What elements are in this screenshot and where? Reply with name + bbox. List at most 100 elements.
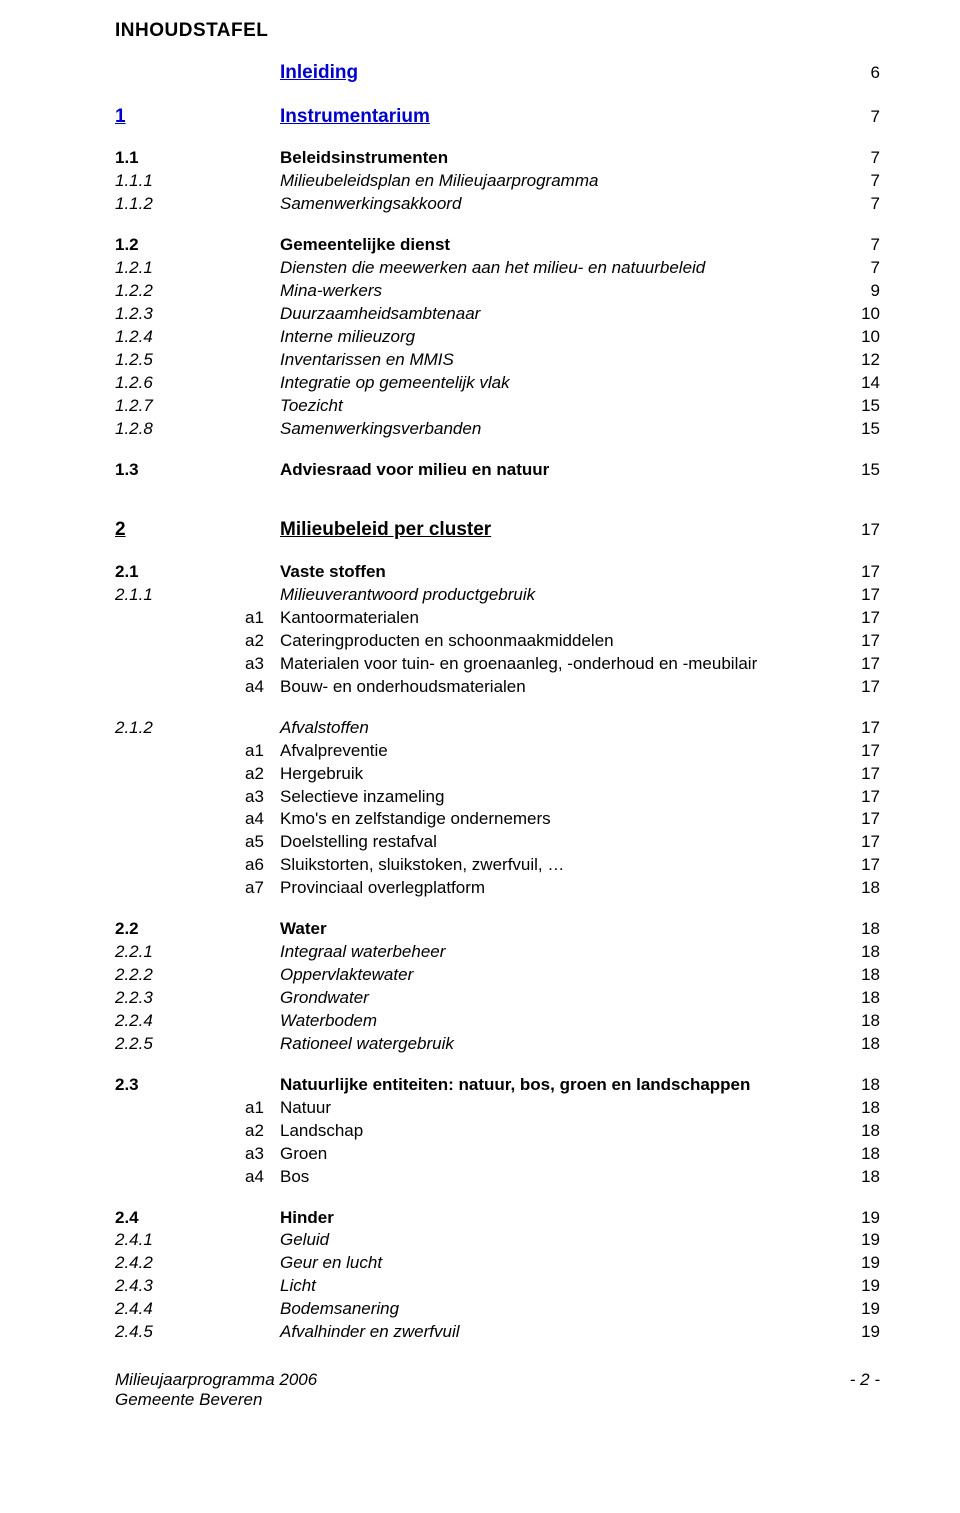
toc-subletter: a3 <box>245 1143 280 1166</box>
toc-number: 1.2.7 <box>115 395 245 418</box>
toc-number: 1.1.2 <box>115 193 245 216</box>
toc-page: 17 <box>830 607 880 630</box>
toc-number: 1.1.1 <box>115 170 245 193</box>
toc-row: a3Groen18 <box>115 1143 880 1166</box>
gap <box>115 699 880 717</box>
footer-pagenum: - 2 - <box>820 1370 880 1410</box>
toc-page: 7 <box>830 234 880 257</box>
toc-row: 2.4.4Bodemsanering19 <box>115 1298 880 1321</box>
toc-row: 2.2.5Rationeel watergebruik18 <box>115 1033 880 1056</box>
toc-page: 18 <box>830 1143 880 1166</box>
toc-label: Milieubeleidsplan en Milieujaarprogramma <box>280 170 830 193</box>
toc-page: 17 <box>830 561 880 584</box>
toc-label: Geluid <box>280 1229 830 1252</box>
gap <box>115 129 880 147</box>
toc-number: 2.2 <box>115 918 245 941</box>
toc-row: 1.2.5Inventarissen en MMIS12 <box>115 349 880 372</box>
toc-page: 6 <box>830 62 880 85</box>
toc-page: 7 <box>830 147 880 170</box>
toc-row: a6Sluikstorten, sluikstoken, zwerfvuil, … <box>115 854 880 877</box>
toc-number: 1.2.5 <box>115 349 245 372</box>
toc-page: 19 <box>830 1275 880 1298</box>
toc-row: 1.1Beleidsinstrumenten7 <box>115 147 880 170</box>
toc-label: Inventarissen en MMIS <box>280 349 830 372</box>
toc-label: Natuur <box>280 1097 830 1120</box>
gap <box>115 216 880 234</box>
toc-subletter: a2 <box>245 763 280 786</box>
toc-page: 19 <box>830 1207 880 1230</box>
document-page: INHOUDSTAFEL Inleiding61Instrumentarium7… <box>0 0 960 1450</box>
toc-page: 14 <box>830 372 880 395</box>
toc-label: Afvalpreventie <box>280 740 830 763</box>
toc-page: 7 <box>830 257 880 280</box>
toc-number: 2.2.5 <box>115 1033 245 1056</box>
footer-line1: Milieujaarprogramma 2006 <box>115 1370 820 1390</box>
toc-row: a4Bos18 <box>115 1166 880 1189</box>
table-of-contents: Inleiding61Instrumentarium71.1Beleidsins… <box>115 60 880 1344</box>
toc-page: 15 <box>830 459 880 482</box>
toc-subletter: a2 <box>245 1120 280 1143</box>
toc-number: 2.1.2 <box>115 717 245 740</box>
toc-number: 1.2 <box>115 234 245 257</box>
toc-heading: 2Milieubeleid per cluster17 <box>115 517 880 543</box>
toc-subletter: a1 <box>245 607 280 630</box>
toc-row: 2.2.3Grondwater18 <box>115 987 880 1010</box>
gap <box>115 86 880 104</box>
toc-label: Milieubeleid per cluster <box>280 517 830 543</box>
toc-page: 17 <box>830 630 880 653</box>
toc-row: 2.1.2Afvalstoffen17 <box>115 717 880 740</box>
toc-page: 9 <box>830 280 880 303</box>
toc-row: 2.4.2Geur en lucht19 <box>115 1252 880 1275</box>
toc-page: 19 <box>830 1298 880 1321</box>
toc-row: 2.1 Vaste stoffen17 <box>115 561 880 584</box>
toc-label: Waterbodem <box>280 1010 830 1033</box>
toc-subletter: a3 <box>245 786 280 809</box>
toc-row: 1.1.2Samenwerkingsakkoord7 <box>115 193 880 216</box>
toc-row: 1.2.3Duurzaamheidsambtenaar10 <box>115 303 880 326</box>
toc-label: Adviesraad voor milieu en natuur <box>280 459 830 482</box>
toc-label: Toezicht <box>280 395 830 418</box>
toc-number: 2.2.3 <box>115 987 245 1010</box>
toc-label: Kmo's en zelfstandige ondernemers <box>280 808 830 831</box>
toc-row: 1.2.4Interne milieuzorg10 <box>115 326 880 349</box>
toc-page: 18 <box>830 1074 880 1097</box>
toc-subletter: a7 <box>245 877 280 900</box>
toc-number: 1 <box>115 104 245 130</box>
toc-page: 10 <box>830 326 880 349</box>
toc-row: 1.2.1Diensten die meewerken aan het mili… <box>115 257 880 280</box>
toc-label: Afvalhinder en zwerfvuil <box>280 1321 830 1344</box>
toc-number: 2.1 <box>115 561 245 584</box>
toc-row: 2.2.1Integraal waterbeheer18 <box>115 941 880 964</box>
toc-row: a1Natuur18 <box>115 1097 880 1120</box>
toc-label: Kantoormaterialen <box>280 607 830 630</box>
toc-page: 17 <box>830 831 880 854</box>
gap <box>115 1189 880 1207</box>
toc-number: 2.2.1 <box>115 941 245 964</box>
toc-subletter: a4 <box>245 676 280 699</box>
toc-page: 18 <box>830 1166 880 1189</box>
toc-page: 18 <box>830 1097 880 1120</box>
toc-page: 15 <box>830 395 880 418</box>
toc-label: Vaste stoffen <box>280 561 830 584</box>
toc-subletter: a5 <box>245 831 280 854</box>
toc-label: Instrumentarium <box>280 104 830 130</box>
toc-page: 17 <box>830 786 880 809</box>
toc-label: Landschap <box>280 1120 830 1143</box>
toc-row: 2.4.3Licht19 <box>115 1275 880 1298</box>
toc-label: Doelstelling restafval <box>280 831 830 854</box>
toc-number: 2.4.3 <box>115 1275 245 1298</box>
toc-page: 17 <box>830 584 880 607</box>
toc-row: 1.2.2Mina-werkers9 <box>115 280 880 303</box>
toc-page: 17 <box>830 854 880 877</box>
gap <box>115 441 880 459</box>
toc-row: a2Hergebruik17 <box>115 763 880 786</box>
gap <box>115 499 880 517</box>
gap <box>115 543 880 561</box>
toc-row: 2.2.4Waterbodem18 <box>115 1010 880 1033</box>
toc-label: Interne milieuzorg <box>280 326 830 349</box>
toc-label: Oppervlaktewater <box>280 964 830 987</box>
toc-label: Materialen voor tuin- en groenaanleg, -o… <box>280 653 830 676</box>
toc-label: Integratie op gemeentelijk vlak <box>280 372 830 395</box>
toc-label: Groen <box>280 1143 830 1166</box>
toc-number: 1.2.1 <box>115 257 245 280</box>
